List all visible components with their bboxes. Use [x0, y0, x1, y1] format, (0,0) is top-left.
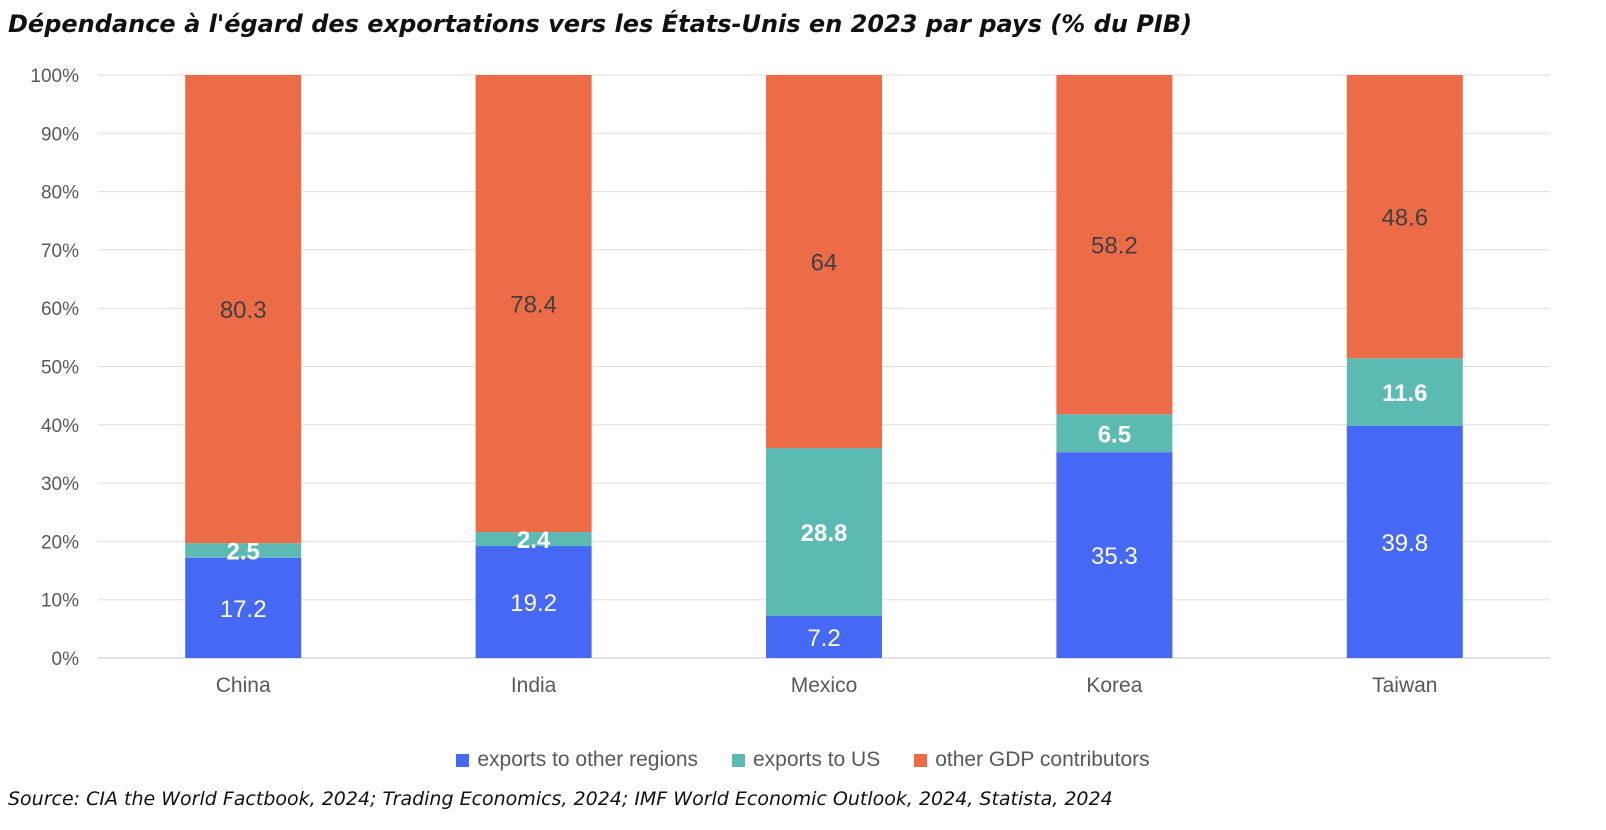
bar-taiwan-exports-to-us: [1346, 358, 1463, 426]
y-tick-label: 80%: [41, 183, 79, 204]
x-category-label: China: [216, 674, 271, 697]
legend-swatch-other-gdp: [914, 753, 928, 767]
data-label-mexico-exports-to-us: 28.8: [801, 520, 848, 547]
x-axis-categories: China India Mexico Korea Taiwan: [216, 674, 1438, 697]
y-tick-label: 20%: [41, 532, 79, 553]
data-label-taiwan-exports-to-us: 11.6: [1382, 380, 1427, 407]
source-note: Source: CIA the World Factbook, 2024; Tr…: [8, 788, 1113, 810]
data-label-mexico-exports-to-other-regions: 7.2: [807, 625, 840, 652]
data-label-mexico-other-gdp-contributors: 64: [811, 250, 838, 277]
data-label-korea-other-gdp-contributors: 58.2: [1091, 233, 1138, 260]
bar-india-exports-to-us: [475, 532, 592, 547]
bar-china-exports-to-us: [185, 543, 302, 558]
bar-taiwan-exports-to-other-regions: [1346, 425, 1463, 658]
data-label-taiwan-exports-to-other-regions: 39.8: [1381, 530, 1428, 557]
x-category-label: Korea: [1086, 674, 1142, 697]
bar-mexico-other-gdp-contributors: [766, 75, 882, 449]
y-tick-label: 90%: [41, 124, 79, 145]
legend-item-other-regions: exports to other regions: [456, 748, 698, 772]
bar-taiwan-other-gdp-contributors: [1346, 75, 1463, 359]
legend-label: exports to other regions: [477, 748, 698, 771]
data-label-china-exports-to-us: 2.5: [227, 538, 260, 565]
y-tick-label: 100%: [30, 66, 79, 87]
bar-india-other-gdp-contributors: [475, 75, 592, 533]
data-label-china-other-gdp-contributors: 80.3: [220, 297, 267, 324]
bars: [185, 75, 1463, 658]
bar-china-other-gdp-contributors: [185, 75, 302, 544]
y-tick-label: 10%: [41, 591, 79, 612]
y-tick-label: 60%: [41, 299, 79, 320]
x-category-label: Mexico: [791, 674, 858, 697]
data-label-china-exports-to-other-regions: 17.2: [220, 596, 267, 623]
legend-swatch-other-regions: [456, 753, 470, 767]
chart-title: Dépendance à l'égard des exportations ve…: [8, 10, 1193, 38]
y-tick-label: 30%: [41, 474, 79, 495]
data-label-korea-exports-to-other-regions: 35.3: [1091, 543, 1138, 570]
legend-label: other GDP contributors: [935, 748, 1150, 771]
x-category-label: India: [511, 674, 557, 697]
legend: exports to other regions exports to US o…: [0, 748, 1606, 772]
bar-korea-exports-to-us: [1056, 414, 1173, 453]
legend-swatch-us: [732, 753, 745, 767]
data-label-india-other-gdp-contributors: 78.4: [510, 292, 557, 319]
y-tick-label: 50%: [41, 358, 79, 379]
y-tick-label: 0%: [52, 649, 80, 670]
x-category-label: Taiwan: [1372, 674, 1437, 697]
bar-china-exports-to-other-regions: [185, 557, 302, 658]
data-label-korea-exports-to-us: 6.5: [1098, 421, 1131, 448]
chart-plot: 0% 10% 20% 30% 40% 50% 60% 70% 80% 90% 100% 17.2 2.…: [30, 66, 1550, 697]
data-labels: 17.2 2.5 80.3 19.2 2.4 78.4 7.2 28.8 64 35.3 6.5 58…: [220, 205, 1428, 652]
bar-mexico-exports-to-us: [766, 448, 882, 617]
legend-label: exports to US: [753, 748, 881, 771]
legend-item-other-gdp: other GDP contributors: [914, 748, 1150, 772]
y-tick-label: 70%: [41, 241, 79, 262]
bar-korea-exports-to-other-regions: [1056, 452, 1173, 658]
y-axis-ticks: 0% 10% 20% 30% 40% 50% 60% 70% 80% 90% 100%: [30, 66, 79, 670]
data-label-india-exports-to-us: 2.4: [517, 527, 551, 554]
legend-item-us: exports to US: [732, 748, 880, 772]
bar-korea-other-gdp-contributors: [1056, 75, 1173, 415]
data-label-taiwan-other-gdp-contributors: 48.6: [1381, 205, 1428, 232]
y-tick-label: 40%: [41, 416, 79, 437]
data-label-india-exports-to-other-regions: 19.2: [510, 590, 557, 617]
bar-india-exports-to-other-regions: [475, 546, 592, 658]
bar-mexico-exports-to-other-regions: [766, 616, 882, 658]
